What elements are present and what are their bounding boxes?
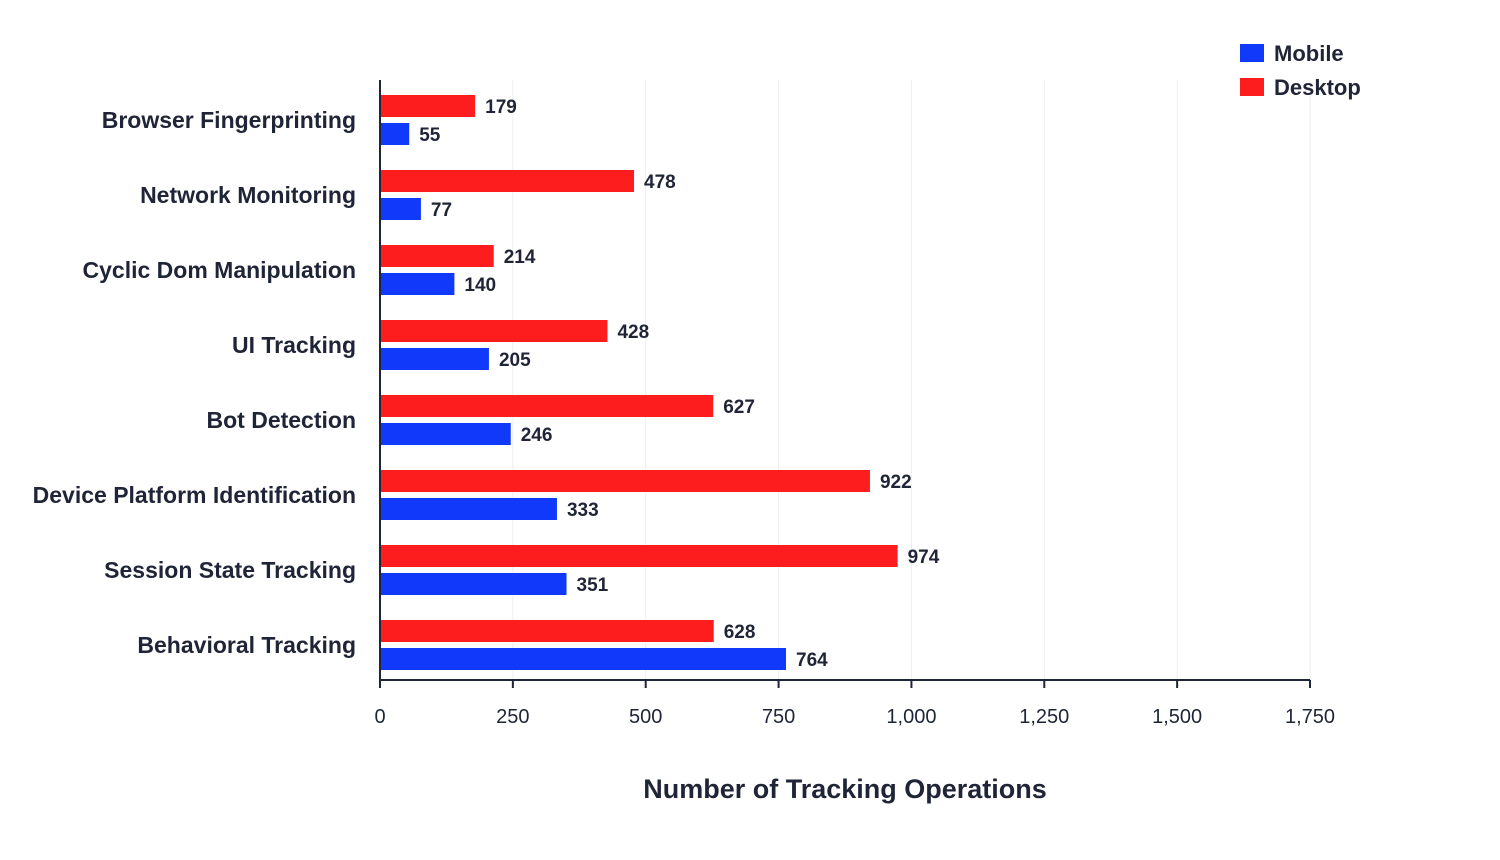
- category-label: Session State Tracking: [104, 557, 356, 583]
- legend-label-mobile: Mobile: [1274, 41, 1344, 66]
- bar-mobile: [380, 498, 557, 520]
- x-tick-label: 500: [629, 706, 662, 728]
- bar-mobile: [380, 348, 489, 370]
- bar-desktop: [380, 395, 714, 417]
- category-label: Network Monitoring: [140, 182, 356, 208]
- x-tick-label: 1,000: [886, 706, 936, 728]
- category-label: UI Tracking: [232, 332, 356, 358]
- data-label-mobile: 246: [521, 425, 553, 446]
- bar-mobile: [380, 273, 455, 295]
- data-label-desktop: 628: [724, 622, 756, 643]
- x-tick-label: 0: [374, 706, 385, 728]
- bar-mobile: [380, 573, 567, 595]
- category-label: Behavioral Tracking: [137, 632, 356, 658]
- data-label-desktop: 922: [880, 472, 912, 493]
- bars-layer: 179 55 478 77 214 140 428 205 627 246 922 333 974 351…: [380, 95, 940, 671]
- bar-desktop: [380, 620, 714, 642]
- bar-mobile: [380, 648, 787, 670]
- data-label-mobile: 333: [567, 500, 599, 521]
- data-label-desktop: 428: [617, 322, 649, 343]
- category-label: Bot Detection: [207, 407, 357, 433]
- x-tick-label: 250: [496, 706, 529, 728]
- bar-desktop: [380, 170, 635, 192]
- x-tick-label: 1,250: [1019, 706, 1069, 728]
- axes-layer: Browser Fingerprinting Network Monitoring…: [33, 80, 1335, 728]
- legend-label-desktop: Desktop: [1274, 75, 1361, 100]
- legend-swatch-desktop: [1240, 78, 1264, 96]
- bar-mobile: [380, 123, 410, 145]
- x-tick-label: 1,500: [1152, 706, 1202, 728]
- data-label-mobile: 205: [499, 350, 531, 371]
- data-label-desktop: 627: [723, 397, 755, 418]
- legend: Mobile Desktop: [1240, 41, 1361, 100]
- data-label-mobile: 140: [464, 275, 496, 296]
- x-tick-label: 750: [762, 706, 795, 728]
- bar-desktop: [380, 545, 898, 567]
- legend-swatch-mobile: [1240, 44, 1264, 62]
- data-label-desktop: 478: [644, 172, 676, 193]
- bar-desktop: [380, 95, 476, 117]
- x-axis-title: Number of Tracking Operations: [643, 774, 1047, 804]
- bar-mobile: [380, 198, 421, 220]
- data-label-mobile: 351: [577, 575, 609, 596]
- bar-desktop: [380, 470, 870, 492]
- data-label-mobile: 55: [419, 125, 441, 146]
- bar-desktop: [380, 245, 494, 267]
- category-label: Cyclic Dom Manipulation: [83, 257, 356, 283]
- data-label-mobile: 77: [431, 200, 452, 221]
- bar-desktop: [380, 320, 608, 342]
- category-label: Browser Fingerprinting: [102, 107, 356, 133]
- data-label-mobile: 764: [796, 650, 828, 671]
- data-label-desktop: 974: [908, 547, 940, 568]
- grid-layer: [512, 80, 1311, 680]
- bar-mobile: [380, 423, 511, 445]
- x-tick-label: 1,750: [1285, 706, 1335, 728]
- data-label-desktop: 214: [504, 247, 536, 268]
- data-label-desktop: 179: [485, 97, 517, 118]
- category-label: Device Platform Identification: [33, 482, 356, 508]
